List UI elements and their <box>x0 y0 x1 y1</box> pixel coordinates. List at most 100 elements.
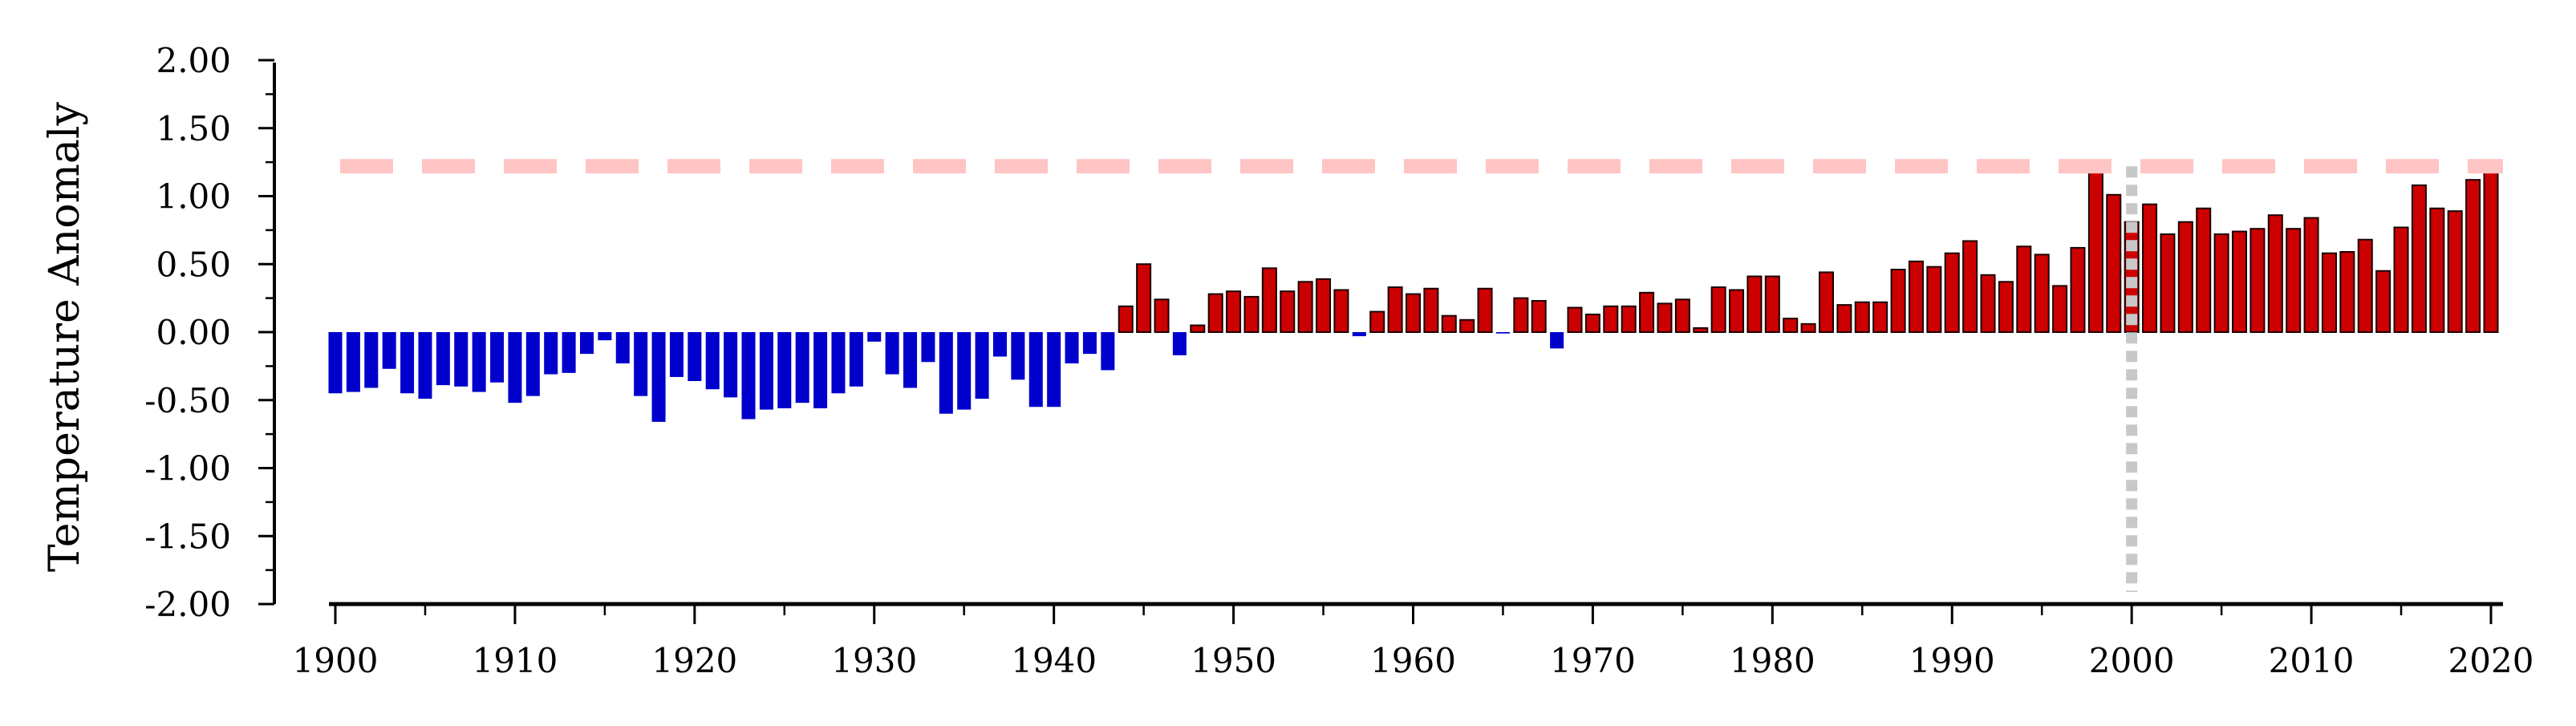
reference-lines <box>340 159 2503 592</box>
bar-1936 <box>975 332 989 400</box>
bar-1984 <box>1836 304 1852 334</box>
bar-1954 <box>1297 281 1313 333</box>
y-tick-label: -0.50 <box>144 381 231 420</box>
bar-2014 <box>2375 270 2391 334</box>
bar-1908 <box>472 332 486 392</box>
bar-1991 <box>1962 240 1978 333</box>
bar-1964 <box>1477 287 1493 334</box>
bar-1924 <box>759 332 773 410</box>
bar-1933 <box>921 332 935 363</box>
bar-1905 <box>418 332 432 400</box>
bar-1944 <box>1118 305 1134 333</box>
bar-1988 <box>1908 260 1924 333</box>
x-tick-label: 1920 <box>651 641 737 680</box>
bar-1921 <box>705 332 720 390</box>
x-tick-label: 2000 <box>2089 641 2175 680</box>
bar-2007 <box>2249 228 2266 333</box>
bar-1979 <box>1746 275 1763 333</box>
x-tick-label: 1960 <box>1370 641 1456 680</box>
bar-2011 <box>2321 252 2337 333</box>
bar-1952 <box>1261 267 1277 333</box>
bar-1900 <box>328 332 343 394</box>
x-tick-label: 1950 <box>1191 641 1276 680</box>
bar-2019 <box>2465 179 2481 333</box>
x-tick-label: 1980 <box>1730 641 1815 680</box>
bar-1966 <box>1513 297 1529 334</box>
bar-1996 <box>2052 285 2068 333</box>
bar-1915 <box>598 332 612 341</box>
y-tick-label: 1.00 <box>156 177 231 217</box>
bar-1932 <box>903 332 918 388</box>
bar-1970 <box>1584 313 1600 334</box>
bar-1971 <box>1603 305 1619 333</box>
bar-1990 <box>1944 252 1960 333</box>
bar-2009 <box>2286 228 2302 333</box>
bar-1910 <box>508 332 522 404</box>
bar-2008 <box>2267 214 2283 334</box>
bar-1957 <box>1352 332 1366 337</box>
bar-1943 <box>1101 332 1115 371</box>
bar-2004 <box>2196 207 2212 333</box>
bar-1975 <box>1674 298 1690 334</box>
bar-1930 <box>867 332 882 342</box>
bar-1967 <box>1531 300 1547 334</box>
bar-1923 <box>741 332 756 420</box>
bar-1994 <box>2016 245 2032 333</box>
bar-1918 <box>651 332 666 422</box>
bar-1901 <box>346 332 360 392</box>
bar-1917 <box>634 332 648 396</box>
bar-1987 <box>1890 269 1906 333</box>
bar-1959 <box>1387 286 1403 333</box>
bar-1946 <box>1154 298 1170 334</box>
bar-2003 <box>2177 221 2193 334</box>
bar-1960 <box>1405 293 1422 334</box>
y-tick-label: -1.50 <box>144 517 231 556</box>
y-tick-label: 0.50 <box>156 245 231 284</box>
bar-1935 <box>957 332 972 410</box>
x-tick-label: 2010 <box>2269 641 2355 680</box>
bar-2018 <box>2447 210 2463 334</box>
bar-1938 <box>1011 332 1025 380</box>
bar-1997 <box>2070 246 2086 333</box>
bar-1982 <box>1800 322 1816 333</box>
bar-1969 <box>1567 306 1583 333</box>
y-axis-label: Temperature Anomaly <box>41 101 89 571</box>
bar-1906 <box>436 332 450 386</box>
bar-1919 <box>669 332 684 377</box>
bar-1948 <box>1190 324 1206 333</box>
bar-1977 <box>1710 286 1726 333</box>
bar-1937 <box>992 332 1007 357</box>
bar-2017 <box>2429 207 2445 333</box>
bar-1912 <box>544 332 558 375</box>
bar-2010 <box>2303 217 2319 333</box>
bar-1916 <box>615 332 630 363</box>
bar-2013 <box>2357 238 2373 333</box>
bar-1981 <box>1783 318 1799 333</box>
bar-1963 <box>1459 318 1475 333</box>
bar-1941 <box>1065 332 1079 363</box>
x-tick-label: 1990 <box>1909 641 1995 680</box>
bar-1942 <box>1082 332 1097 355</box>
y-tick-label: 2.00 <box>156 41 231 80</box>
bar-1980 <box>1764 275 1780 333</box>
bar-1998 <box>2087 165 2103 333</box>
bar-1914 <box>579 332 594 355</box>
bar-2005 <box>2213 233 2229 333</box>
bar-1940 <box>1047 332 1061 408</box>
y-tick-label: -2.00 <box>144 585 231 624</box>
bar-1903 <box>382 332 396 369</box>
bar-1956 <box>1333 289 1349 334</box>
bar-1962 <box>1441 314 1457 334</box>
bar-1913 <box>562 332 576 373</box>
bar-1907 <box>454 332 469 387</box>
bar-2015 <box>2393 226 2409 333</box>
bar-1976 <box>1693 326 1709 334</box>
bar-1961 <box>1423 287 1439 334</box>
x-tick-label: 1970 <box>1550 641 1636 680</box>
bar-1973 <box>1639 291 1655 333</box>
bar-1928 <box>831 332 846 394</box>
y-tick-label: 0.00 <box>156 313 231 352</box>
bar-1983 <box>1819 271 1835 334</box>
bar-1951 <box>1243 295 1260 333</box>
